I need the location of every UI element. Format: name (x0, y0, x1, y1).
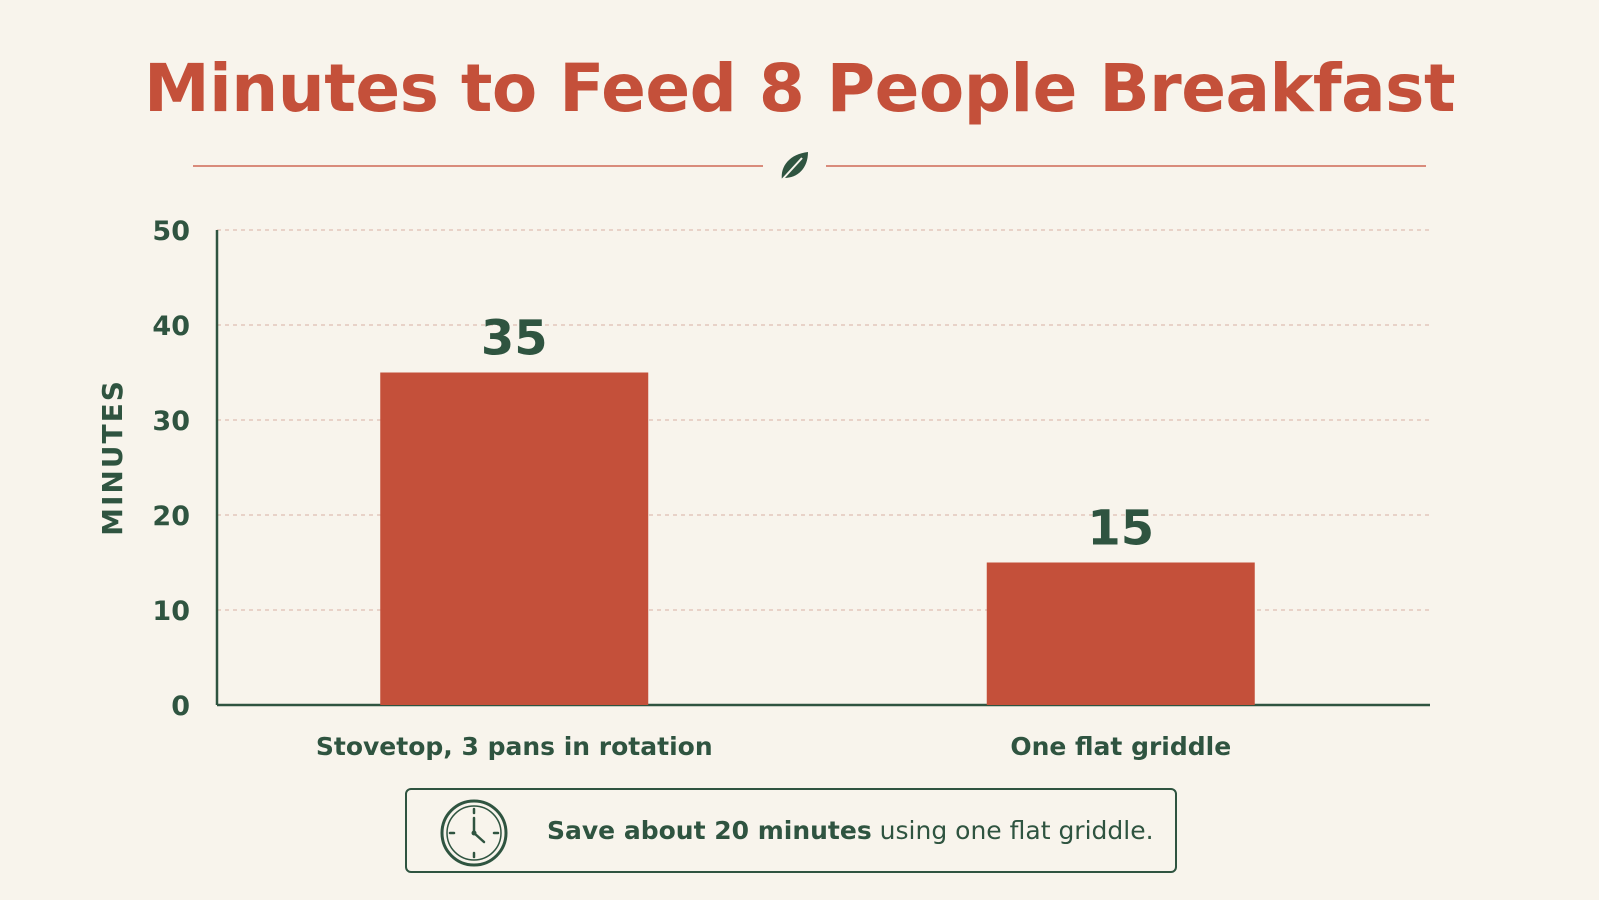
x-category-label: Stovetop, 3 pans in rotation (316, 732, 713, 761)
y-axis-title: MINUTES (96, 379, 129, 536)
y-tick-label: 40 (152, 311, 190, 342)
bar-value-label: 35 (481, 311, 548, 367)
x-category-label: One flat griddle (1010, 732, 1231, 761)
y-tick-label: 20 (152, 501, 190, 532)
clock-icon (440, 799, 508, 867)
bar (380, 372, 649, 705)
title-divider-left (193, 165, 763, 167)
chart-title: Minutes to Feed 8 People Breakfast (144, 50, 1456, 127)
y-tick-label: 10 (152, 596, 190, 627)
leaf-icon (779, 152, 808, 183)
y-tick-label: 30 (152, 406, 190, 437)
bar-value-label: 15 (1087, 501, 1154, 557)
savings-callout: Save about 20 minutes using one flat gri… (405, 788, 1177, 873)
y-tick-label: 50 (152, 216, 190, 247)
bar-chart: 0 10 20 30 40 50 MINUTES 35 Stovetop, 3 pans in … (96, 216, 1430, 761)
savings-message-bold: Save about 20 minutes (547, 816, 872, 845)
savings-message-rest: using one flat griddle. (871, 816, 1154, 845)
bar (986, 562, 1255, 705)
y-tick-label: 0 (171, 691, 190, 722)
savings-message: Save about 20 minutes using one flat gri… (547, 816, 1154, 845)
title-divider-right (826, 165, 1426, 167)
